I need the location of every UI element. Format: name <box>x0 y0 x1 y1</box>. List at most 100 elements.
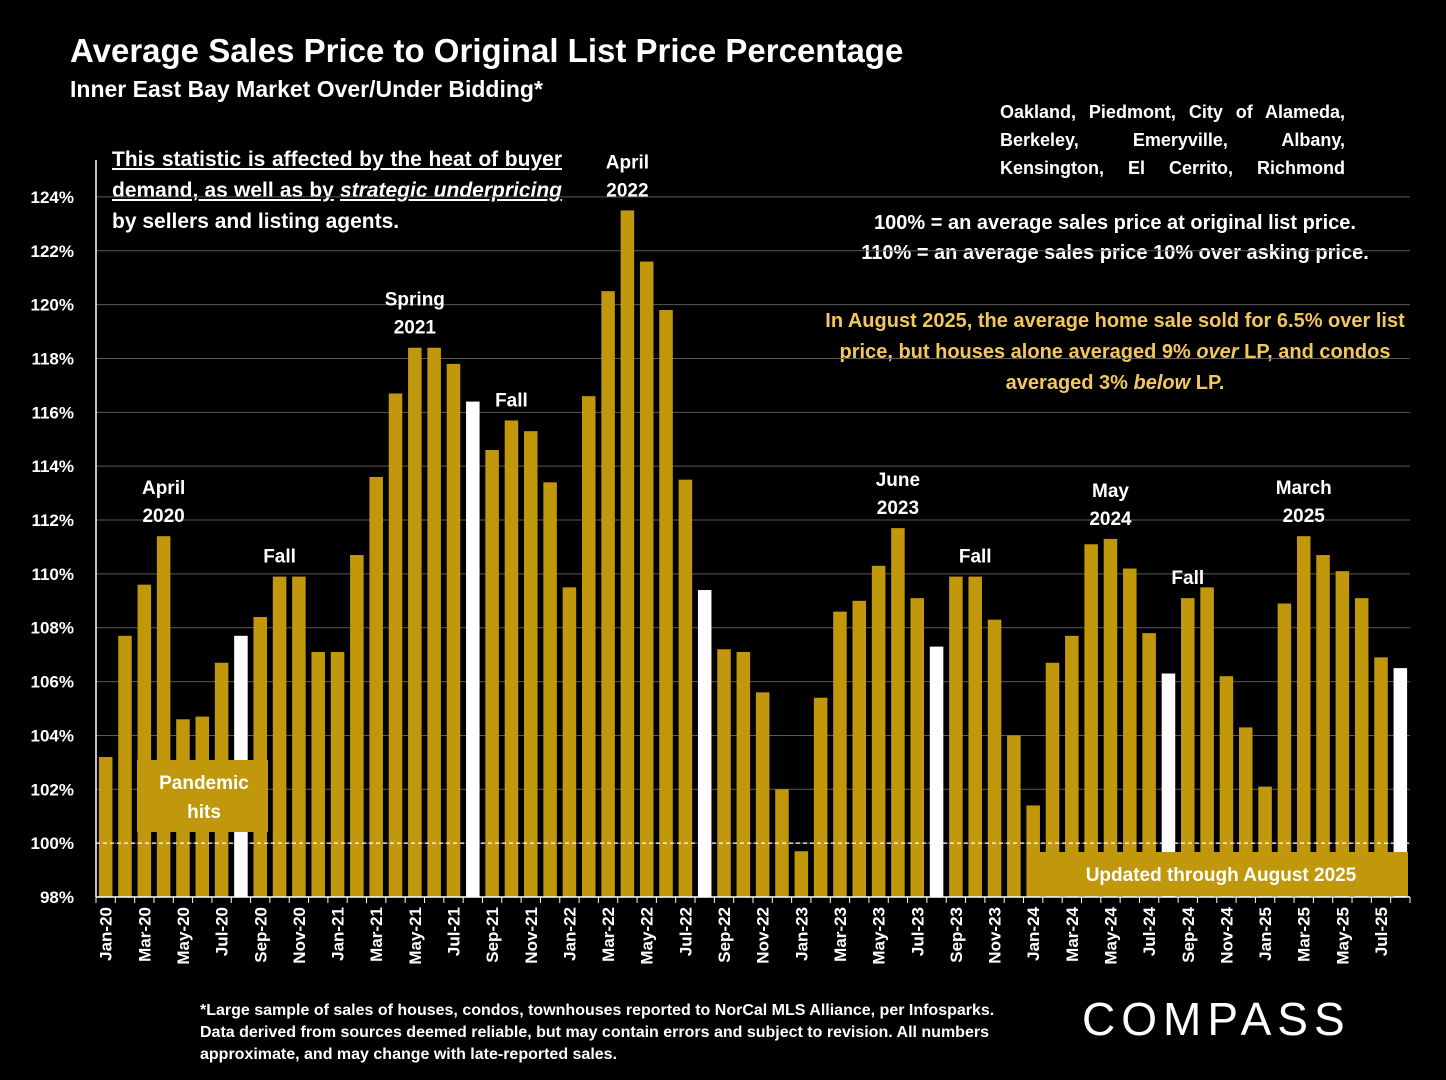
bar <box>1181 598 1195 897</box>
bar <box>292 576 306 897</box>
bar <box>1200 587 1214 897</box>
demand-note: This statistic is affected by the heat o… <box>112 144 562 237</box>
bar <box>813 697 828 897</box>
bar-highlight <box>697 590 712 897</box>
bar-highlight <box>1161 673 1176 897</box>
annotation-label: 2023 <box>877 498 919 519</box>
updated-box <box>1030 852 1408 896</box>
y-tick-label: 102% <box>31 780 74 799</box>
y-tick-label: 124% <box>31 188 74 207</box>
y-tick-label: 100% <box>31 834 74 853</box>
x-tick-label: Mar-20 <box>135 907 154 962</box>
y-tick-label: 118% <box>31 349 74 368</box>
annotation-label: April <box>606 152 649 173</box>
bar <box>1374 657 1388 897</box>
annotation-label: Spring <box>385 290 445 311</box>
bar-highlight <box>929 646 944 897</box>
x-tick-label: May-24 <box>1101 906 1120 964</box>
definition-110: 110% = an average sales price 10% over a… <box>861 242 1369 264</box>
footnote: *Large sample of sales of houses, condos… <box>200 1002 995 1063</box>
bar <box>1335 571 1350 897</box>
x-tick-label: Jul-23 <box>908 907 927 956</box>
x-tick-label: Mar-25 <box>1295 907 1314 962</box>
bar <box>620 210 635 897</box>
bar <box>504 420 519 897</box>
x-tick-label: Jan-22 <box>560 907 579 961</box>
x-tick-label: Mar-22 <box>599 907 618 962</box>
aug-note-below: below <box>1133 372 1191 394</box>
y-tick-label: 112% <box>31 511 74 530</box>
y-tick-label: 98% <box>40 888 74 907</box>
bar <box>1277 603 1292 897</box>
aug-note-part2: LP, and condos averaged 3% <box>1005 341 1391 394</box>
y-tick-label: 108% <box>31 619 74 638</box>
pandemic-box <box>137 760 268 832</box>
bar-highlight <box>1393 668 1408 897</box>
chart-title: Average Sales Price to Original List Pri… <box>70 32 904 69</box>
annotation-label: 2025 <box>1283 506 1326 527</box>
x-tick-label: Sep-20 <box>251 907 270 963</box>
bar <box>388 393 403 897</box>
demand-note-underlined: This statistic is affected by the heat o… <box>112 148 562 202</box>
bar <box>1296 536 1311 897</box>
bar <box>968 576 982 897</box>
y-tick-label: 104% <box>31 726 74 745</box>
bar <box>543 482 557 897</box>
bar-highlight <box>466 401 480 897</box>
bar <box>717 649 731 897</box>
bar <box>1123 568 1137 897</box>
aug-note-over: over <box>1196 341 1239 363</box>
x-tick-label: Jul-20 <box>213 907 232 956</box>
y-tick-label: 106% <box>31 673 74 692</box>
bar <box>562 587 577 897</box>
annotation-label: Fall <box>495 390 528 411</box>
x-tick-label: Sep-23 <box>947 907 966 963</box>
x-tick-label: May-22 <box>638 907 657 965</box>
x-tick-label: Jan-21 <box>329 907 348 961</box>
bar <box>446 363 461 897</box>
bar <box>272 576 287 897</box>
x-tick-label: Mar-23 <box>831 907 850 962</box>
bar <box>1316 555 1330 897</box>
annotation-label: March <box>1276 478 1332 499</box>
y-tick-label: 110% <box>31 565 74 584</box>
x-tick-label: Nov-22 <box>754 907 773 964</box>
bar <box>833 611 847 897</box>
bar <box>659 310 673 898</box>
bar <box>949 576 963 897</box>
definition-100: 100% = an average sales price at origina… <box>874 212 1356 234</box>
bar <box>369 476 383 897</box>
bar <box>524 431 538 897</box>
august-2025-note: In August 2025, the average home sale so… <box>815 306 1415 399</box>
x-tick-label: Nov-24 <box>1217 906 1236 963</box>
bar <box>678 479 693 897</box>
x-tick-label: Jul-24 <box>1140 906 1159 956</box>
x-tick-label: May-21 <box>406 907 425 965</box>
bar <box>1065 635 1079 897</box>
x-tick-label: Jan-25 <box>1256 907 1275 961</box>
bar <box>1007 735 1021 897</box>
bar <box>137 584 152 897</box>
annotation-label: 2021 <box>394 318 437 339</box>
bar <box>852 600 867 897</box>
annotation-label: 2020 <box>142 506 184 527</box>
bar <box>1045 662 1060 897</box>
bar <box>987 619 1002 897</box>
bar <box>910 598 925 897</box>
x-tick-label: May-23 <box>870 907 889 965</box>
x-tick-label: Jan-24 <box>1024 906 1043 960</box>
x-tick-label: Sep-21 <box>483 907 502 963</box>
bar <box>775 789 789 897</box>
pandemic-box-label: Pandemic <box>159 773 249 794</box>
bar <box>891 528 905 897</box>
y-tick-label: 122% <box>31 242 74 261</box>
bar <box>1142 633 1156 897</box>
x-tick-label: Sep-22 <box>715 907 734 963</box>
bar <box>330 651 345 897</box>
annotation-label: Fall <box>263 547 296 568</box>
demand-note-tail: by sellers and listing agents. <box>112 210 400 233</box>
bar <box>639 261 654 897</box>
bar <box>98 756 113 897</box>
pandemic-box-label: hits <box>187 802 221 823</box>
bar <box>350 555 364 897</box>
